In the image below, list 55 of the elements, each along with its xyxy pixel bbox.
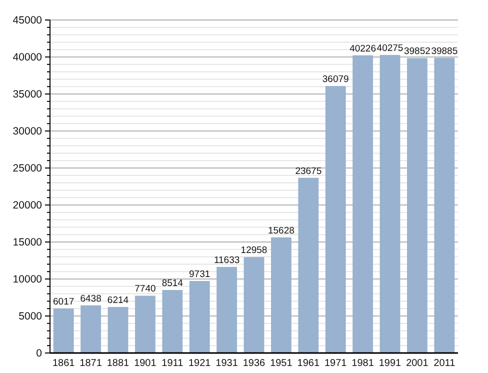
x-tick-label: 1961 bbox=[297, 358, 320, 369]
x-tick-label: 1881 bbox=[106, 358, 130, 369]
data-label: 11633 bbox=[214, 254, 240, 266]
y-tick-label: 45000 bbox=[12, 14, 42, 27]
x-tick-label: 1991 bbox=[378, 358, 402, 369]
y-tick-label: 10000 bbox=[12, 274, 42, 286]
data-label: 6438 bbox=[80, 293, 102, 304]
y-tick-label: 0 bbox=[36, 348, 42, 360]
data-label: 15628 bbox=[268, 225, 294, 236]
bar bbox=[352, 55, 373, 353]
bar bbox=[135, 296, 156, 353]
x-tick-label: 1911 bbox=[162, 358, 184, 369]
data-label: 12958 bbox=[240, 245, 268, 256]
data-label: 6017 bbox=[53, 296, 74, 308]
data-label: 39885 bbox=[431, 46, 458, 57]
x-tick-label: 1861 bbox=[52, 358, 76, 369]
data-label: 8514 bbox=[162, 278, 183, 289]
x-tick-label: 1981 bbox=[352, 358, 374, 369]
bar bbox=[434, 58, 455, 353]
data-label: 7740 bbox=[134, 284, 156, 295]
x-tick-label: 1931 bbox=[216, 358, 238, 369]
y-tick-label: 15000 bbox=[12, 236, 42, 249]
bar bbox=[189, 280, 210, 353]
x-tick-label: 1921 bbox=[188, 358, 212, 369]
x-tick-label: 2001 bbox=[406, 358, 429, 369]
data-label: 6214 bbox=[107, 295, 129, 306]
y-tick-label: 40000 bbox=[12, 52, 42, 64]
y-tick-label: 30000 bbox=[12, 126, 42, 138]
bar bbox=[53, 308, 74, 353]
y-tick-label: 25000 bbox=[12, 162, 42, 175]
x-tick-label: 1936 bbox=[242, 358, 266, 369]
data-label: 9731 bbox=[189, 268, 210, 280]
y-tick-label: 5000 bbox=[18, 310, 42, 323]
bar bbox=[271, 237, 292, 353]
bar bbox=[380, 54, 400, 353]
data-label: 40275 bbox=[376, 42, 404, 54]
data-label: 36079 bbox=[322, 74, 349, 86]
bar bbox=[244, 257, 264, 353]
bar bbox=[407, 58, 428, 353]
data-label: 40226 bbox=[350, 43, 376, 54]
x-tick-label: 1971 bbox=[324, 358, 348, 369]
x-tick-label: 1951 bbox=[270, 358, 293, 369]
bar bbox=[325, 86, 346, 353]
bar bbox=[162, 290, 183, 353]
data-label: 39852 bbox=[404, 46, 430, 58]
bar bbox=[298, 178, 319, 353]
x-tick-label: 1871 bbox=[80, 358, 102, 369]
y-tick-label: 20000 bbox=[12, 200, 42, 212]
x-tick-label: 1901 bbox=[134, 358, 157, 369]
data-label: 23675 bbox=[295, 166, 322, 177]
bar bbox=[80, 305, 101, 353]
bar bbox=[216, 266, 237, 353]
x-tick-label: 2011 bbox=[434, 358, 456, 369]
y-tick-label: 35000 bbox=[12, 88, 42, 101]
bar bbox=[108, 307, 128, 353]
